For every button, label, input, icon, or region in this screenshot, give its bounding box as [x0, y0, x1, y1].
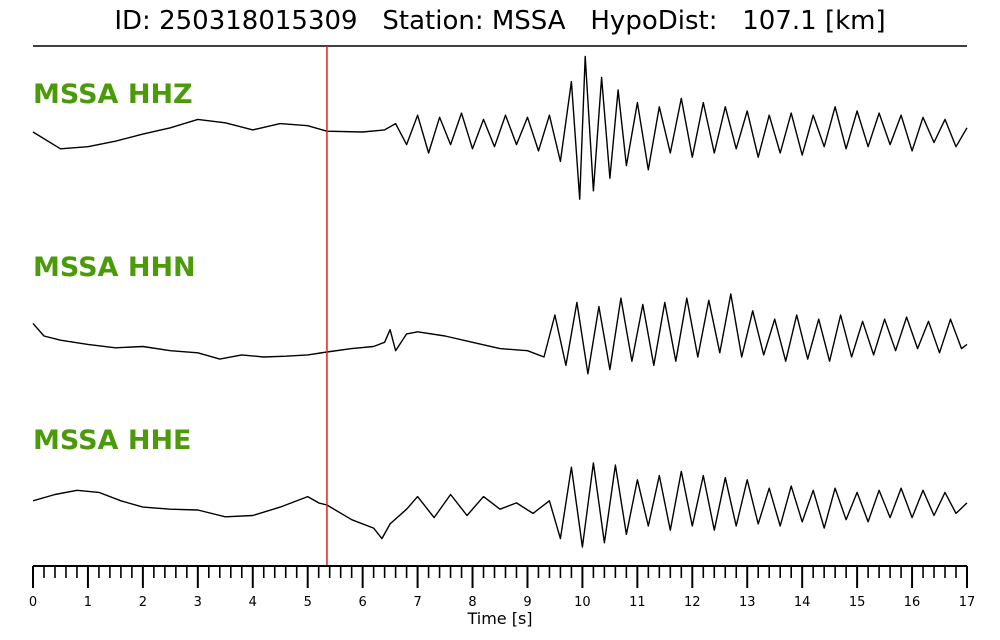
tick-label: 14: [794, 595, 811, 610]
trace-mssa-hhe: [32, 462, 968, 548]
tick-label: 4: [249, 595, 257, 610]
tick-label: 9: [523, 595, 531, 610]
x-axis-label: Time [s]: [466, 609, 532, 628]
tick-label: 13: [739, 595, 756, 610]
tick-label: 8: [468, 595, 476, 610]
title-station-value: MSSA: [491, 6, 566, 36]
tick-label: 7: [413, 595, 421, 610]
tick-label: 12: [684, 595, 701, 610]
tick-label: 17: [959, 595, 976, 610]
channel-label-mssa-hhz: MSSA HHZ: [33, 79, 193, 110]
title-station-label: Station:: [382, 6, 484, 36]
tick-label: 15: [849, 595, 866, 610]
tick-label: 6: [359, 595, 367, 610]
tick-label: 11: [629, 595, 646, 610]
tick-label: 2: [139, 595, 147, 610]
title-dist-unit: [km]: [824, 6, 886, 36]
trace-mssa-hhn: [32, 293, 968, 375]
tick-label: 10: [574, 595, 591, 610]
tick-label: 16: [904, 595, 921, 610]
tick-label: 1: [84, 595, 92, 610]
title-id-value: 250318015309: [159, 6, 358, 36]
tick-label: 5: [304, 595, 312, 610]
channel-labels: MSSA HHZ MSSA HHN MSSA HHE: [33, 79, 196, 456]
channel-label-mssa-hhn: MSSA HHN: [33, 252, 196, 283]
channel-label-mssa-hhe: MSSA HHE: [33, 425, 191, 456]
title-dist-value: 107.1: [742, 6, 817, 36]
title-dist-label: HypoDist:: [590, 6, 718, 36]
trace-mssa-hhz: [32, 55, 968, 200]
time-axis: 0 1 2 3 4 5 6 7 8 9 10 11 12 13 14 15 16 17: [29, 565, 976, 610]
tick-label: 0: [29, 595, 37, 610]
traces-group: [32, 55, 968, 548]
title-id-label: ID:: [114, 6, 151, 36]
figure-title: ID: 250318015309 Station: MSSA HypoDist:…: [0, 6, 1000, 36]
tick-label: 3: [194, 595, 202, 610]
